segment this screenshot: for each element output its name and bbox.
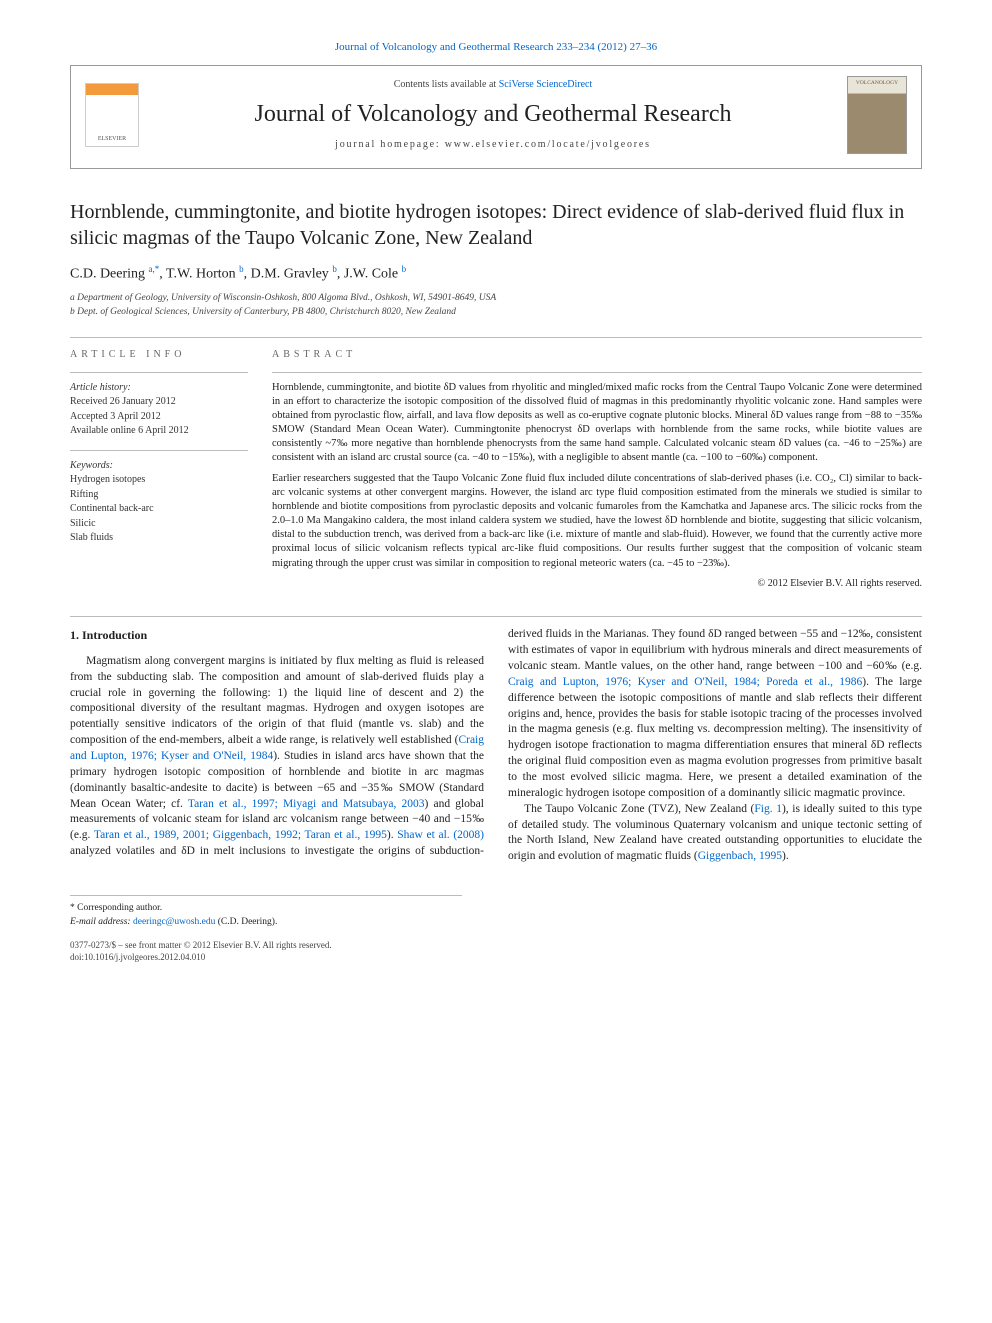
abstract-text: Hornblende, cummingtonite, and biotite δ…	[272, 381, 922, 591]
text: ). The large difference between the isot…	[508, 676, 922, 799]
keyword: Hydrogen isotopes	[70, 473, 248, 487]
citation-link[interactable]: Taran et al., 1997; Miyagi and Matsubaya…	[188, 798, 425, 810]
elsevier-logo: ELSEVIER	[85, 83, 139, 147]
figure-link[interactable]: Fig. 1	[754, 803, 782, 815]
author-4-aff[interactable]: b	[402, 264, 407, 274]
abstract-p1: Hornblende, cummingtonite, and biotite δ…	[272, 381, 922, 466]
top-citation[interactable]: Journal of Volcanology and Geothermal Re…	[70, 40, 922, 55]
citation-link[interactable]: Giggenbach, 1995	[698, 850, 782, 862]
journal-name: Journal of Volcanology and Geothermal Re…	[153, 98, 833, 130]
history-label: Article history:	[70, 381, 248, 395]
text: ).	[387, 829, 397, 841]
article-info-heading: article info	[70, 348, 248, 362]
footnotes: * Corresponding author. E-mail address: …	[70, 895, 462, 963]
text: The Taupo Volcanic Zone (TVZ), New Zeala…	[524, 803, 754, 815]
article-title: Hornblende, cummingtonite, and biotite h…	[70, 199, 922, 251]
abstract-column: abstract Hornblende, cummingtonite, and …	[272, 348, 922, 590]
keywords-block: Keywords: Hydrogen isotopes Rifting Cont…	[70, 459, 248, 545]
email-label: E-mail address:	[70, 917, 133, 927]
divider	[272, 372, 922, 373]
abstract-heading: abstract	[272, 348, 922, 362]
divider	[70, 372, 248, 373]
contents-prefix: Contents lists available at	[394, 79, 499, 90]
online-date: Available online 6 April 2012	[70, 424, 248, 438]
keyword: Continental back-arc	[70, 502, 248, 516]
publication-info: 0377-0273/$ – see front matter © 2012 El…	[70, 939, 462, 963]
author-1: C.D. Deering	[70, 267, 149, 282]
sciverse-link[interactable]: SciVerse ScienceDirect	[499, 79, 593, 90]
author-list: C.D. Deering a,*, T.W. Horton b, D.M. Gr…	[70, 263, 922, 285]
divider	[70, 450, 248, 451]
intro-heading: 1. Introduction	[70, 627, 484, 644]
keyword: Slab fluids	[70, 531, 248, 545]
article-history: Article history: Received 26 January 201…	[70, 381, 248, 438]
article-info-column: article info Article history: Received 2…	[70, 348, 248, 590]
author-4: , J.W. Cole	[337, 267, 402, 282]
email-attribution: (C.D. Deering).	[215, 917, 277, 927]
keyword: Silicic	[70, 517, 248, 531]
author-3: , D.M. Gravley	[244, 267, 333, 282]
citation-link[interactable]: Taran et al., 1989, 2001; Giggenbach, 19…	[94, 829, 387, 841]
affiliation-a: a Department of Geology, University of W…	[70, 292, 922, 305]
text: Magmatism along convergent margins is in…	[70, 655, 484, 746]
issn-line: 0377-0273/$ – see front matter © 2012 El…	[70, 939, 462, 951]
accepted-date: Accepted 3 April 2012	[70, 410, 248, 424]
keywords-label: Keywords:	[70, 459, 248, 473]
citation-link[interactable]: Craig and Lupton, 1976; Kyser and O'Neil…	[508, 676, 862, 688]
intro-paragraph-2: The Taupo Volcanic Zone (TVZ), New Zeala…	[508, 802, 922, 865]
received-date: Received 26 January 2012	[70, 395, 248, 409]
journal-header: ELSEVIER Contents lists available at Sci…	[70, 65, 922, 169]
abstract-copyright: © 2012 Elsevier B.V. All rights reserved…	[272, 577, 922, 591]
keyword: Rifting	[70, 488, 248, 502]
header-center: Contents lists available at SciVerse Sci…	[153, 78, 833, 151]
divider	[70, 337, 922, 338]
email-line: E-mail address: deeringc@uwosh.edu (C.D.…	[70, 916, 462, 929]
doi: doi:10.1016/j.jvolgeores.2012.04.010	[70, 951, 462, 963]
divider	[70, 616, 922, 617]
contents-lists-line: Contents lists available at SciVerse Sci…	[153, 78, 833, 92]
corresponding-author-note: * Corresponding author.	[70, 902, 462, 915]
email-link[interactable]: deeringc@uwosh.edu	[133, 917, 215, 927]
citation-link[interactable]: Shaw et al. (2008)	[397, 829, 484, 841]
journal-homepage: journal homepage: www.elsevier.com/locat…	[153, 138, 833, 152]
body-text: 1. Introduction Magmatism along converge…	[70, 627, 922, 865]
text: ).	[782, 850, 789, 862]
author-2: , T.W. Horton	[159, 267, 239, 282]
affiliation-b: b Dept. of Geological Sciences, Universi…	[70, 306, 922, 319]
abstract-p2: Earlier researchers suggested that the T…	[272, 472, 922, 571]
affiliations: a Department of Geology, University of W…	[70, 292, 922, 319]
journal-cover-thumb: VOLCANOLOGY	[847, 76, 907, 154]
